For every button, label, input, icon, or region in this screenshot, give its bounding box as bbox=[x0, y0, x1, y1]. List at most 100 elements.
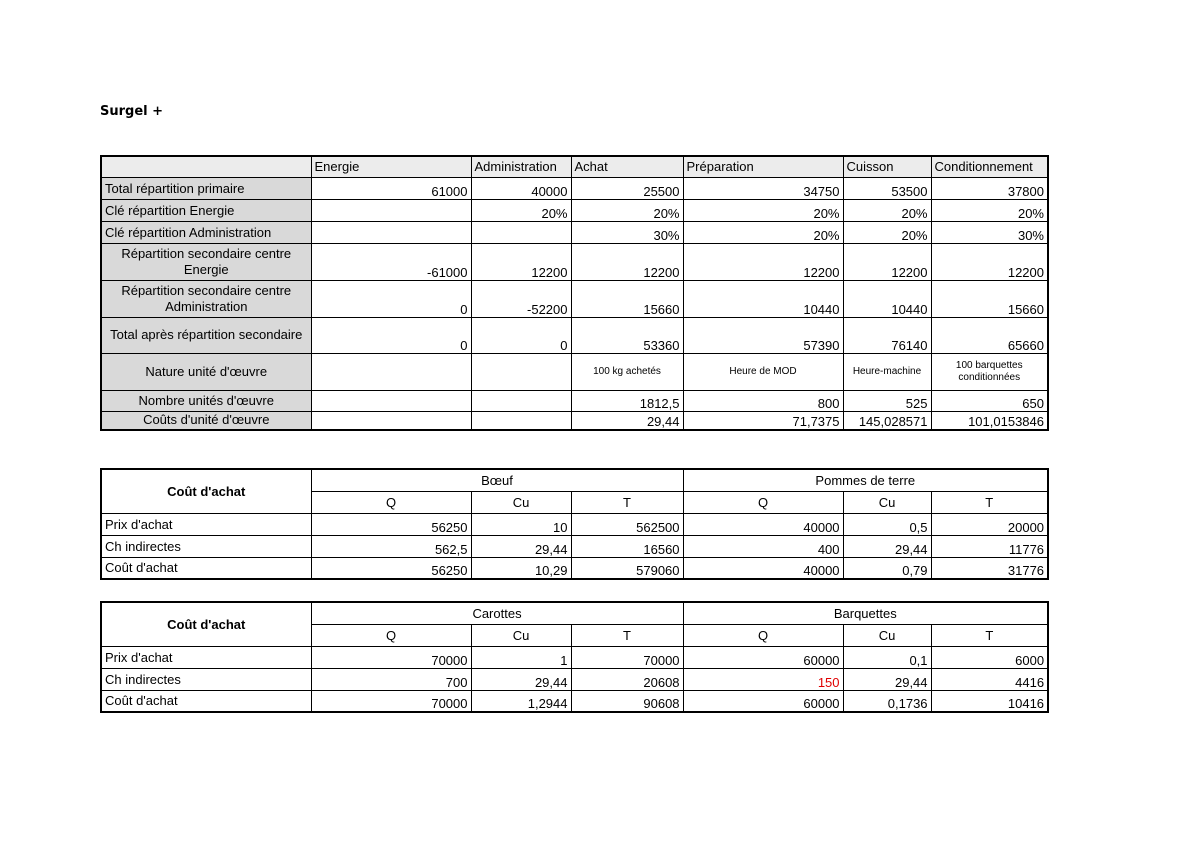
table-row: Ch indirectes 700 29,44 20608 150 29,44 4416 bbox=[100, 667, 1049, 691]
cell: 20% bbox=[682, 198, 844, 222]
cell: 15660 bbox=[570, 279, 684, 318]
cell: 71,7375 bbox=[682, 410, 844, 431]
column-header: Achat bbox=[570, 155, 684, 178]
cell: 10,29 bbox=[470, 556, 572, 580]
cell: 12200 bbox=[470, 242, 572, 281]
cell bbox=[470, 410, 572, 431]
cell: 101,0153846 bbox=[930, 410, 1049, 431]
sub-header: T bbox=[930, 623, 1049, 647]
cell: 525 bbox=[842, 389, 932, 412]
column-header: Energie bbox=[310, 155, 472, 178]
sub-header: Q bbox=[682, 623, 844, 647]
cell: 20000 bbox=[930, 512, 1049, 536]
cell: 20% bbox=[570, 198, 684, 222]
cell: 1 bbox=[470, 645, 572, 669]
cell: 20% bbox=[842, 198, 932, 222]
cell: 4416 bbox=[930, 667, 1049, 691]
cell: 29,44 bbox=[842, 667, 932, 691]
header-row: Energie Administration Achat Préparation Cui… bbox=[100, 155, 1049, 178]
cell: 1812,5 bbox=[570, 389, 684, 412]
column-header: Préparation bbox=[682, 155, 844, 178]
table-row: Répartition secondaire centre Administra… bbox=[100, 279, 1049, 318]
corner-header: Coût d'achat bbox=[100, 601, 312, 647]
cell: 100 barquettes conditionnées bbox=[930, 352, 1049, 391]
row-label: Clé répartition Administration bbox=[100, 220, 312, 244]
sub-header: Cu bbox=[842, 490, 932, 514]
cell: Heure de MOD bbox=[682, 352, 844, 391]
cell bbox=[310, 220, 472, 244]
cell: 579060 bbox=[570, 556, 684, 580]
sub-header: Cu bbox=[470, 623, 572, 647]
cell: 10 bbox=[470, 512, 572, 536]
row-label: Répartition secondaire centre Energie bbox=[100, 242, 312, 281]
cell: 10416 bbox=[930, 689, 1049, 713]
column-header: Conditionnement bbox=[930, 155, 1049, 178]
row-label: Ch indirectes bbox=[100, 667, 312, 691]
cell: 70000 bbox=[310, 645, 472, 669]
cell: Heure-machine bbox=[842, 352, 932, 391]
table-row: Total répartition primaire 61000 40000 2550… bbox=[100, 176, 1049, 200]
row-label: Répartition secondaire centre Administra… bbox=[100, 279, 312, 318]
cell: 53500 bbox=[842, 176, 932, 200]
table-row: Nature unité d'œuvre 100 kg achetés Heure … bbox=[100, 352, 1049, 391]
group-header: Barquettes bbox=[682, 601, 1049, 625]
sub-header: T bbox=[570, 490, 684, 514]
cell: 0 bbox=[310, 316, 472, 354]
cell: 40000 bbox=[682, 556, 844, 580]
cell bbox=[310, 198, 472, 222]
sub-header: T bbox=[570, 623, 684, 647]
corner-header: Coût d'achat bbox=[100, 468, 312, 514]
table-row: Prix d'achat 70000 1 70000 60000 0,1 6000 bbox=[100, 645, 1049, 669]
cell bbox=[310, 352, 472, 391]
cell: 40000 bbox=[470, 176, 572, 200]
cell: 562500 bbox=[570, 512, 684, 536]
cell: 700 bbox=[310, 667, 472, 691]
table-row: Coût d'achat 56250 10,29 579060 40000 0,79 317… bbox=[100, 556, 1049, 580]
row-label: Prix d'achat bbox=[100, 512, 312, 536]
cell: 0,79 bbox=[842, 556, 932, 580]
cell: 56250 bbox=[310, 556, 472, 580]
cell: -61000 bbox=[310, 242, 472, 281]
row-label: Clé répartition Energie bbox=[100, 198, 312, 222]
purchase-cost-table-1: Coût d'achat Bœuf Pommes de terre Q Cu T Q Cu T P… bbox=[100, 468, 1050, 580]
cell: 150 bbox=[682, 667, 844, 691]
cell: 1,2944 bbox=[470, 689, 572, 713]
cell: 56250 bbox=[310, 512, 472, 536]
cell: 12200 bbox=[682, 242, 844, 281]
table-row: Répartition secondaire centre Energie -61… bbox=[100, 242, 1049, 281]
cost-centers-table: Energie Administration Achat Préparation Cui… bbox=[100, 155, 1049, 431]
cell: 61000 bbox=[310, 176, 472, 200]
cell: 0,1736 bbox=[842, 689, 932, 713]
row-label: Coûts d'unité d'œuvre bbox=[100, 410, 312, 431]
cell bbox=[310, 389, 472, 412]
cell: 76140 bbox=[842, 316, 932, 354]
cell: 60000 bbox=[682, 689, 844, 713]
sub-header: Q bbox=[682, 490, 844, 514]
cell: 29,44 bbox=[470, 534, 572, 558]
cell: 12200 bbox=[930, 242, 1049, 281]
group-header: Carottes bbox=[310, 601, 684, 625]
row-label: Total après répartition secondaire bbox=[100, 316, 312, 354]
group-header: Bœuf bbox=[310, 468, 684, 492]
cell: 100 kg achetés bbox=[570, 352, 684, 391]
cell: 70000 bbox=[570, 645, 684, 669]
row-label: Coût d'achat bbox=[100, 556, 312, 580]
cell: 90608 bbox=[570, 689, 684, 713]
cell: 60000 bbox=[682, 645, 844, 669]
cell: 15660 bbox=[930, 279, 1049, 318]
cell: 12200 bbox=[842, 242, 932, 281]
cell: 20608 bbox=[570, 667, 684, 691]
purchase-cost-table-2: Coût d'achat Carottes Barquettes Q Cu T Q Cu T Pr… bbox=[100, 601, 1050, 713]
cell: 29,44 bbox=[570, 410, 684, 431]
cell: 40000 bbox=[682, 512, 844, 536]
document-title: Surgel + bbox=[100, 104, 164, 119]
cell: 562,5 bbox=[310, 534, 472, 558]
column-header: Cuisson bbox=[842, 155, 932, 178]
cell: 29,44 bbox=[842, 534, 932, 558]
cell bbox=[470, 389, 572, 412]
cell: 20% bbox=[470, 198, 572, 222]
cell: 145,028571 bbox=[842, 410, 932, 431]
cell: 34750 bbox=[682, 176, 844, 200]
row-label: Coût d'achat bbox=[100, 689, 312, 713]
table-row: Nombre unités d'œuvre 1812,5 800 525 650 bbox=[100, 389, 1049, 412]
